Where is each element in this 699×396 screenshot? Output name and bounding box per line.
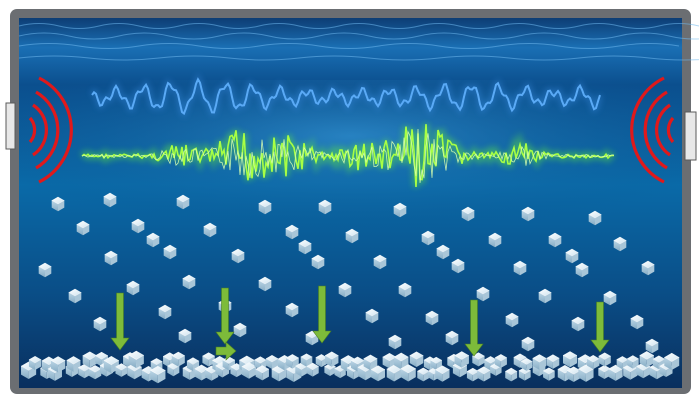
down-arrow-icon — [464, 299, 484, 357]
right-arrow-icon — [215, 341, 237, 361]
blue-acoustic-signal — [89, 72, 603, 119]
down-arrow-icon — [215, 287, 235, 345]
left-transducer-icon — [28, 76, 73, 184]
water-surface — [18, 23, 699, 61]
down-arrow-icon — [590, 301, 610, 353]
left-mount-tab — [5, 102, 16, 150]
right-transducer-icon — [630, 76, 675, 184]
down-arrow-icon — [312, 285, 332, 344]
right-mount-tab — [684, 111, 697, 161]
green-noise-signal — [79, 124, 615, 188]
down-arrow-icon — [110, 292, 130, 351]
settling-arrows — [110, 285, 610, 361]
